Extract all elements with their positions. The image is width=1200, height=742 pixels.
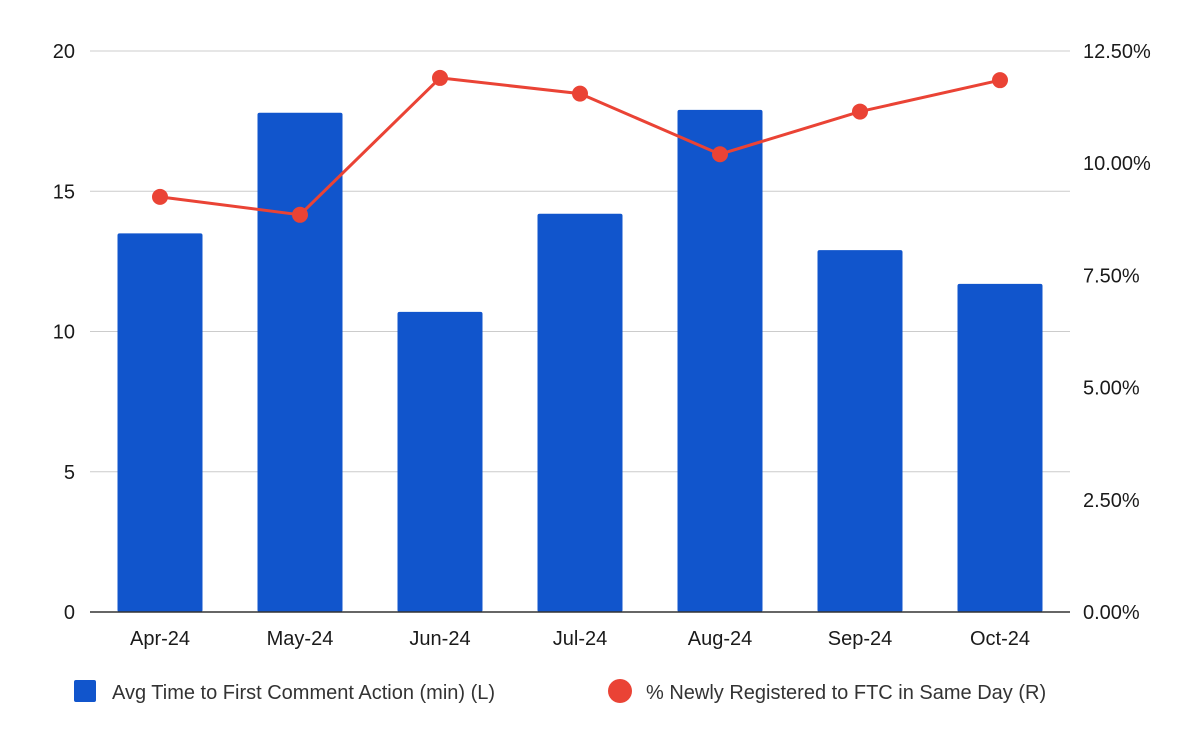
legend-label-bars: Avg Time to First Comment Action (min) (…: [112, 682, 495, 704]
bar: [257, 112, 343, 613]
bar: [957, 283, 1043, 612]
legend-item-bars: Avg Time to First Comment Action (min) (…: [74, 680, 495, 704]
x-tick-label: Apr-24: [130, 628, 190, 650]
right-tick-label: 2.50%: [1083, 490, 1140, 512]
right-tick-label: 10.00%: [1083, 153, 1151, 175]
line-point: [992, 72, 1008, 89]
left-tick-label: 20: [53, 41, 75, 63]
right-tick-label: 0.00%: [1083, 602, 1140, 624]
x-axis-ticks: Apr-24 May-24 Jun-24 Jul-24 Aug-24 Sep-24 Oct-…: [130, 628, 1030, 650]
bar: [537, 213, 623, 612]
legend-swatch-bars: [74, 680, 96, 702]
line-point: [852, 103, 868, 120]
left-tick-label: 10: [53, 322, 75, 344]
line-point: [432, 69, 448, 86]
right-axis-ticks: 0.00% 2.50% 5.00% 7.50% 10.00% 12.50%: [1083, 41, 1151, 624]
line-point: [712, 146, 728, 163]
x-tick-label: Aug-24: [688, 628, 753, 650]
bar: [117, 233, 203, 612]
left-tick-label: 5: [64, 462, 75, 484]
bar-series: [117, 109, 1043, 613]
right-tick-label: 12.50%: [1083, 41, 1151, 63]
legend: Avg Time to First Comment Action (min) (…: [74, 679, 1046, 704]
legend-swatch-line: [608, 679, 632, 703]
left-axis-ticks: 0 5 10 15 20: [53, 41, 75, 624]
bar: [677, 109, 763, 612]
right-tick-label: 5.00%: [1083, 378, 1140, 400]
left-tick-label: 15: [53, 181, 75, 203]
line-point: [152, 188, 168, 205]
line-series: [152, 69, 1008, 223]
bar: [817, 250, 903, 612]
line-point: [572, 85, 588, 102]
line-point: [292, 206, 308, 223]
right-tick-label: 7.50%: [1083, 265, 1140, 287]
legend-item-line: % Newly Registered to FTC in Same Day (R…: [608, 679, 1046, 704]
x-tick-label: Sep-24: [828, 628, 893, 650]
x-tick-label: May-24: [267, 628, 334, 650]
x-tick-label: Jun-24: [409, 628, 470, 650]
x-tick-label: Oct-24: [970, 628, 1030, 650]
legend-label-line: % Newly Registered to FTC in Same Day (R…: [646, 682, 1046, 704]
x-tick-label: Jul-24: [553, 628, 607, 650]
left-tick-label: 0: [64, 602, 75, 624]
bar: [397, 311, 483, 612]
